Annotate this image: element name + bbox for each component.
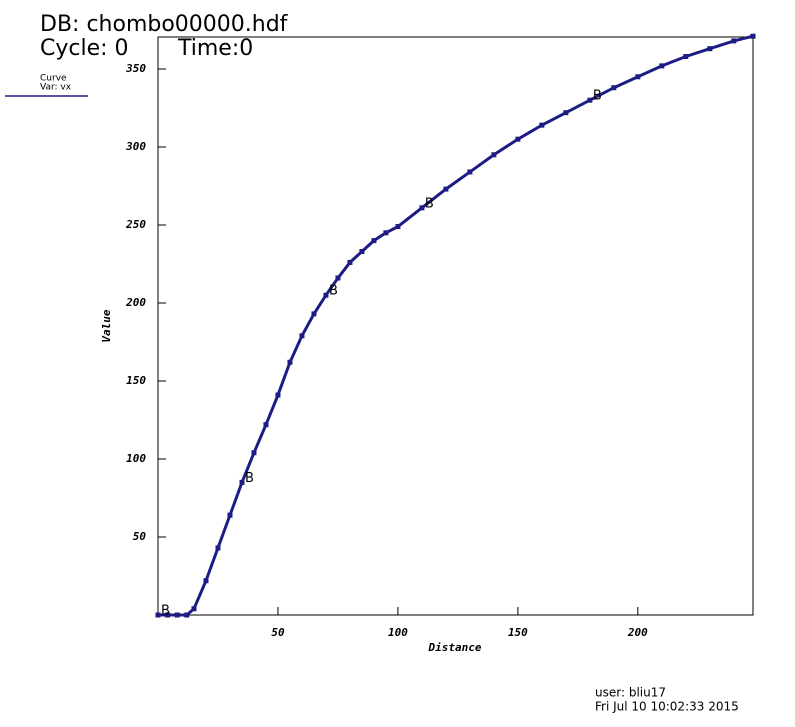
- point: [203, 578, 209, 584]
- curve-label: B: [425, 196, 434, 211]
- y-tick-label: 200: [125, 296, 146, 309]
- point: [419, 205, 425, 211]
- point: [383, 230, 389, 236]
- time-label: Time:0: [177, 36, 253, 61]
- y-tick-label: 350: [125, 62, 146, 75]
- point: [539, 122, 545, 128]
- curve-label: B: [593, 89, 602, 104]
- point: [299, 333, 305, 339]
- x-tick-label: 200: [627, 626, 648, 639]
- point: [635, 74, 641, 80]
- y-tick-label: 50: [133, 530, 147, 543]
- x-tick-label: 100: [388, 626, 408, 639]
- point: [611, 85, 617, 91]
- legend-var: Var: vx: [40, 83, 72, 93]
- curve-label: B: [329, 284, 338, 299]
- point: [491, 152, 497, 158]
- point: [371, 238, 377, 244]
- point: [707, 46, 713, 52]
- y-tick-label: 300: [125, 140, 146, 153]
- cycle-label: Cycle: 0: [40, 36, 129, 61]
- point: [239, 479, 245, 485]
- curve: [158, 34, 754, 617]
- y-tick-label: 250: [125, 218, 146, 231]
- point: [563, 110, 569, 116]
- point: [347, 259, 353, 265]
- point: [515, 136, 521, 142]
- db-label: DB: chombo00000.hdf: [40, 12, 289, 37]
- point: [263, 422, 269, 428]
- point: [174, 612, 180, 618]
- user-label: user: bliu17: [595, 686, 666, 700]
- point: [155, 612, 161, 618]
- point: [323, 292, 329, 298]
- point: [227, 512, 233, 518]
- point: [359, 249, 365, 255]
- plot-frame: [157, 36, 754, 616]
- point: [311, 311, 317, 317]
- point: [467, 169, 473, 175]
- y-axis-label: Value: [100, 309, 113, 342]
- point: [215, 545, 221, 551]
- point: [443, 186, 449, 192]
- point: [683, 54, 689, 60]
- point: [395, 224, 401, 230]
- x-axis-label: Distance: [428, 641, 482, 654]
- legend-title: Curve: [40, 74, 67, 84]
- point: [191, 606, 197, 612]
- curve-label: B: [245, 471, 254, 486]
- date-label: Fri Jul 10 10:02:33 2015: [595, 700, 739, 714]
- point: [659, 63, 665, 69]
- y-tick-label: 100: [126, 452, 146, 465]
- point: [184, 612, 190, 618]
- point: [731, 38, 737, 44]
- point: [165, 612, 171, 618]
- curve-label: B: [161, 604, 170, 619]
- y-tick-label: 150: [126, 374, 146, 387]
- point: [275, 392, 281, 398]
- point: [587, 97, 593, 103]
- point: [335, 275, 341, 281]
- point: [750, 33, 756, 39]
- x-tick-label: 150: [508, 626, 528, 639]
- x-tick-label: 50: [271, 626, 285, 639]
- point: [287, 359, 293, 365]
- point: [251, 450, 257, 456]
